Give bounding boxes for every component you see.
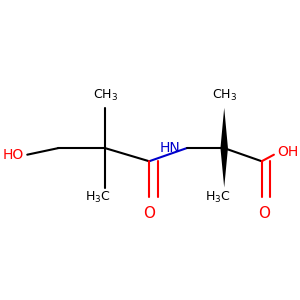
- Text: CH$_3$: CH$_3$: [92, 88, 118, 103]
- Text: H$_3$C: H$_3$C: [205, 190, 230, 206]
- Polygon shape: [220, 108, 228, 148]
- Text: HO: HO: [2, 148, 23, 162]
- Text: O: O: [143, 206, 155, 221]
- Text: HN: HN: [159, 141, 180, 155]
- Polygon shape: [220, 148, 228, 188]
- Text: O: O: [259, 206, 271, 221]
- Text: OH: OH: [278, 145, 299, 159]
- Text: CH$_3$: CH$_3$: [212, 88, 237, 103]
- Text: H$_3$C: H$_3$C: [85, 190, 110, 206]
